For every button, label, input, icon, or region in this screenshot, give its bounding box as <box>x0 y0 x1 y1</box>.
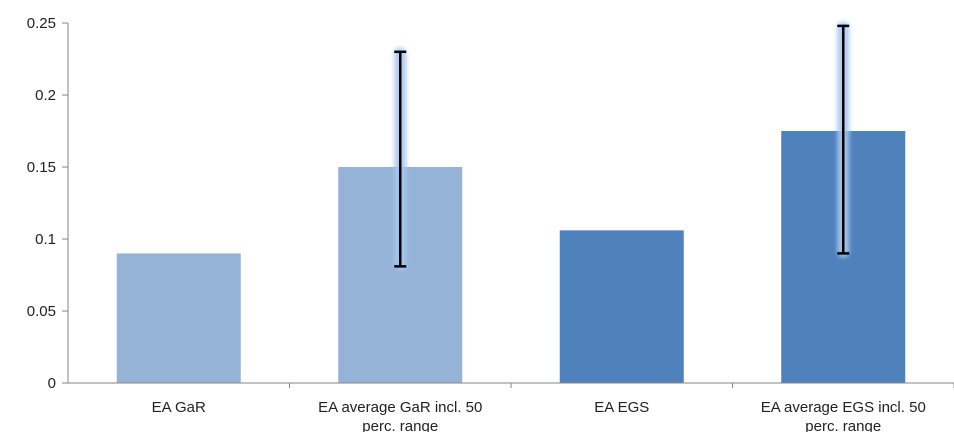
x-tick-label-line: EA average GaR incl. 50 <box>318 399 482 416</box>
error-bar <box>394 47 407 271</box>
x-tick-label-line: perc. range <box>805 418 881 432</box>
y-tick-label: 0.1 <box>35 231 56 248</box>
bars <box>116 131 906 383</box>
y-tick-label: 0.25 <box>27 15 56 32</box>
error-bars <box>394 21 850 271</box>
error-bar <box>837 21 850 258</box>
x-tick-label-line: EA GaR <box>152 399 206 416</box>
y-tick-label: 0.05 <box>27 303 56 320</box>
x-tick-label-line: EA average EGS incl. 50 <box>761 399 926 416</box>
x-axis: EA GaR EA average GaR incl. 50 perc. range… <box>68 382 954 435</box>
y-tick-label: 0.2 <box>35 87 56 104</box>
x-tick-label: EA average GaR incl. 50 perc. range <box>318 399 482 432</box>
x-tick-label-line: EA EGS <box>594 399 649 416</box>
x-tick-label: EA GaR <box>152 399 206 416</box>
x-tick-label: EA average EGS incl. 50 perc. range <box>761 399 926 432</box>
bar <box>559 230 684 383</box>
x-tick-label-line: perc. range <box>362 418 438 432</box>
y-axis: 0 0.05 0.1 0.15 0.2 0.25 <box>27 15 69 392</box>
y-tick-label: 0 <box>48 375 56 392</box>
y-tick-label: 0.15 <box>27 159 56 176</box>
bar <box>116 253 241 383</box>
x-tick-label: EA EGS <box>594 399 649 416</box>
